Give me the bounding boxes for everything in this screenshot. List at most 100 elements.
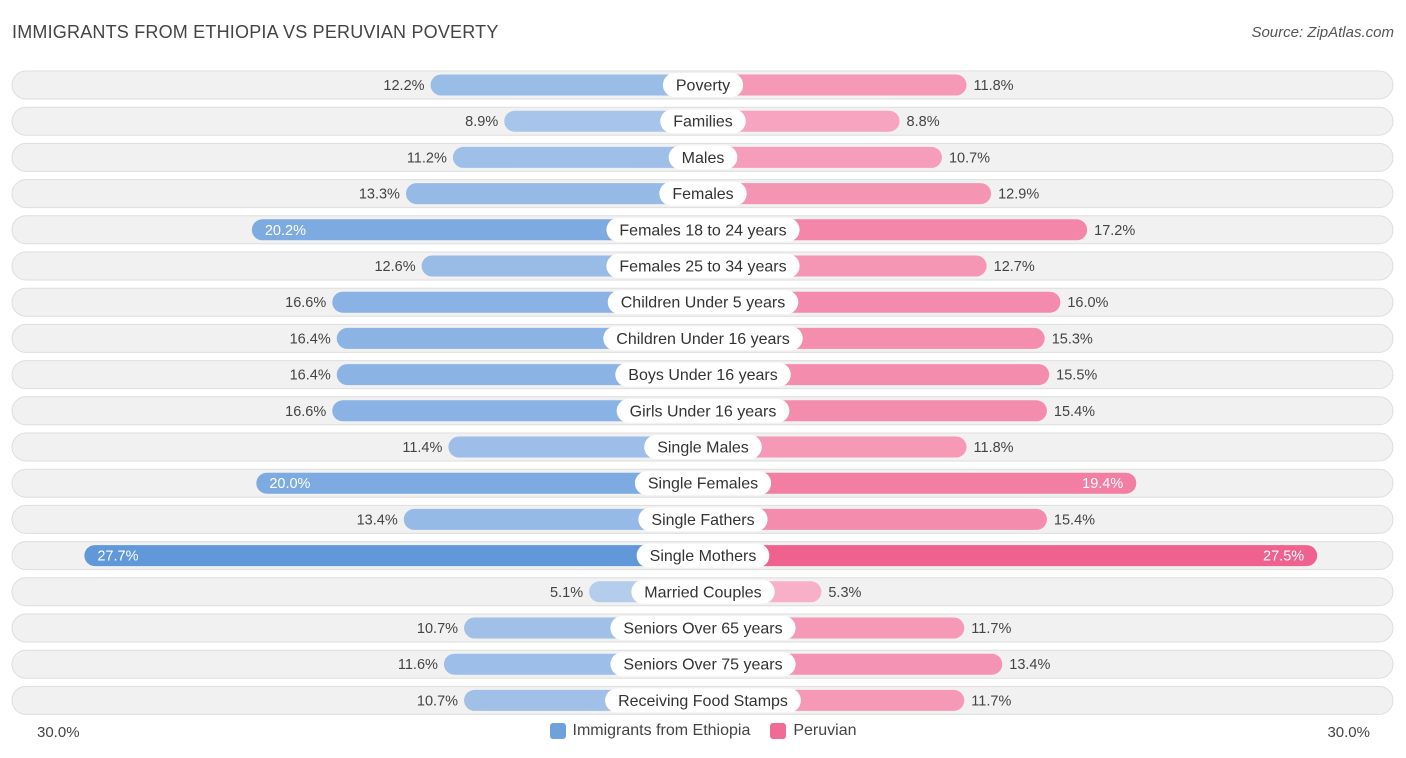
category-label-bg bbox=[644, 435, 762, 459]
legend-label-ethiopia: Immigrants from Ethiopia bbox=[572, 722, 751, 739]
category-label: Married Couples bbox=[644, 584, 761, 601]
category-label-bg bbox=[607, 290, 799, 315]
category-label: Females bbox=[672, 186, 733, 203]
bar-ethiopia bbox=[430, 74, 703, 96]
legend: Immigrants from Ethiopia Peruvian bbox=[0, 722, 1406, 740]
legend-item-peruvian[interactable]: Peruvian bbox=[770, 722, 857, 740]
category-label-bg bbox=[615, 362, 791, 387]
bar-peruvian bbox=[703, 436, 967, 458]
category-label: Single Mothers bbox=[650, 548, 757, 565]
source-label: Source: ZipAtlas.com bbox=[1251, 24, 1394, 41]
value-label-ethiopia: 13.4% bbox=[357, 512, 398, 528]
bar-peruvian bbox=[703, 508, 1047, 530]
category-label-bg bbox=[610, 652, 796, 677]
category-label-bg bbox=[606, 217, 800, 242]
bar-ethiopia bbox=[452, 146, 703, 168]
value-label-peruvian: 15.5% bbox=[1056, 368, 1097, 384]
legend-swatch-ethiopia bbox=[549, 723, 566, 739]
value-label-ethiopia: 16.6% bbox=[285, 295, 326, 311]
bar-peruvian bbox=[703, 110, 900, 132]
category-label: Seniors Over 65 years bbox=[623, 621, 782, 638]
category-label-bg bbox=[660, 109, 746, 134]
value-label-peruvian: 5.3% bbox=[828, 585, 861, 601]
bar-peruvian bbox=[703, 472, 1137, 494]
category-label: Single Fathers bbox=[651, 512, 754, 529]
value-label-ethiopia: 12.2% bbox=[383, 78, 424, 94]
value-label-ethiopia: 13.3% bbox=[359, 187, 400, 203]
category-label: Children Under 5 years bbox=[621, 295, 786, 312]
value-label-peruvian: 27.5% bbox=[1263, 549, 1304, 565]
value-label-peruvian: 8.8% bbox=[907, 114, 940, 130]
legend-swatch-peruvian bbox=[770, 723, 787, 739]
category-label-bg bbox=[634, 471, 772, 496]
bar-peruvian bbox=[703, 74, 967, 96]
category-label-bg bbox=[659, 181, 747, 206]
category-label-bg bbox=[636, 543, 770, 568]
legend-item-ethiopia[interactable]: Immigrants from Ethiopia bbox=[549, 722, 751, 740]
category-label: Girls Under 16 years bbox=[630, 403, 777, 420]
category-label-bg bbox=[662, 73, 744, 97]
bar-peruvian bbox=[703, 364, 1050, 386]
bar-ethiopia bbox=[403, 508, 703, 530]
category-label: Poverty bbox=[676, 78, 730, 95]
category-label: Single Males bbox=[657, 440, 749, 457]
value-label-ethiopia: 16.6% bbox=[285, 404, 326, 420]
value-label-ethiopia: 27.7% bbox=[97, 549, 138, 565]
category-label-bg bbox=[610, 616, 796, 640]
value-label-ethiopia: 10.7% bbox=[417, 621, 458, 637]
value-label-ethiopia: 5.1% bbox=[550, 585, 583, 601]
category-label-bg bbox=[668, 145, 738, 170]
value-label-peruvian: 11.8% bbox=[974, 78, 1014, 94]
value-label-peruvian: 15.3% bbox=[1052, 331, 1093, 347]
value-label-ethiopia: 16.4% bbox=[290, 368, 331, 384]
bar-peruvian bbox=[703, 146, 942, 168]
bar-peruvian bbox=[703, 183, 992, 205]
value-label-peruvian: 13.4% bbox=[1009, 657, 1050, 673]
value-label-ethiopia: 11.2% bbox=[407, 150, 447, 166]
category-label: Females 25 to 34 years bbox=[619, 259, 786, 276]
bar-peruvian bbox=[703, 219, 1088, 241]
bar-ethiopia bbox=[251, 219, 703, 241]
value-label-ethiopia: 12.6% bbox=[374, 259, 415, 275]
bar-ethiopia bbox=[405, 183, 703, 205]
value-label-ethiopia: 11.4% bbox=[402, 440, 442, 456]
category-label-bg bbox=[616, 398, 790, 423]
value-label-ethiopia: 16.4% bbox=[290, 331, 331, 347]
chart-title: IMMIGRANTS FROM ETHIOPIA VS PERUVIAN POV… bbox=[12, 22, 499, 42]
bar-peruvian bbox=[703, 545, 1318, 567]
value-label-peruvian: 17.2% bbox=[1094, 223, 1135, 239]
category-label: Single Females bbox=[648, 476, 758, 493]
value-label-ethiopia: 11.6% bbox=[398, 657, 438, 673]
value-label-peruvian: 19.4% bbox=[1082, 476, 1123, 492]
bar-peruvian bbox=[703, 400, 1047, 422]
category-label-bg bbox=[605, 688, 801, 713]
category-label: Females 18 to 24 years bbox=[619, 222, 786, 239]
category-label-bg bbox=[606, 254, 800, 278]
bar-ethiopia bbox=[448, 436, 703, 458]
bar-ethiopia bbox=[84, 545, 703, 567]
category-label-bg bbox=[638, 507, 768, 532]
category-label: Children Under 16 years bbox=[616, 331, 789, 348]
category-label: Males bbox=[682, 150, 725, 167]
value-label-peruvian: 11.7% bbox=[971, 693, 1011, 709]
axis-right-label: 30.0% bbox=[1327, 724, 1370, 741]
value-label-peruvian: 12.7% bbox=[994, 259, 1035, 275]
value-label-peruvian: 11.8% bbox=[974, 440, 1014, 456]
category-label-bg bbox=[603, 326, 803, 351]
category-label: Receiving Food Stamps bbox=[618, 693, 788, 710]
value-label-peruvian: 12.9% bbox=[998, 187, 1039, 203]
value-label-peruvian: 15.4% bbox=[1054, 512, 1095, 528]
value-label-ethiopia: 20.0% bbox=[269, 476, 310, 492]
axis-left-label: 30.0% bbox=[37, 724, 80, 741]
bar-ethiopia bbox=[336, 364, 703, 386]
bar-ethiopia bbox=[504, 110, 703, 132]
category-label: Seniors Over 75 years bbox=[623, 657, 782, 674]
bar-ethiopia bbox=[256, 472, 703, 494]
value-label-peruvian: 11.7% bbox=[971, 621, 1011, 637]
legend-label-peruvian: Peruvian bbox=[793, 722, 857, 739]
value-label-ethiopia: 20.2% bbox=[265, 223, 306, 239]
value-label-ethiopia: 10.7% bbox=[417, 693, 458, 709]
category-label-bg bbox=[631, 579, 775, 604]
category-label: Families bbox=[673, 114, 733, 131]
